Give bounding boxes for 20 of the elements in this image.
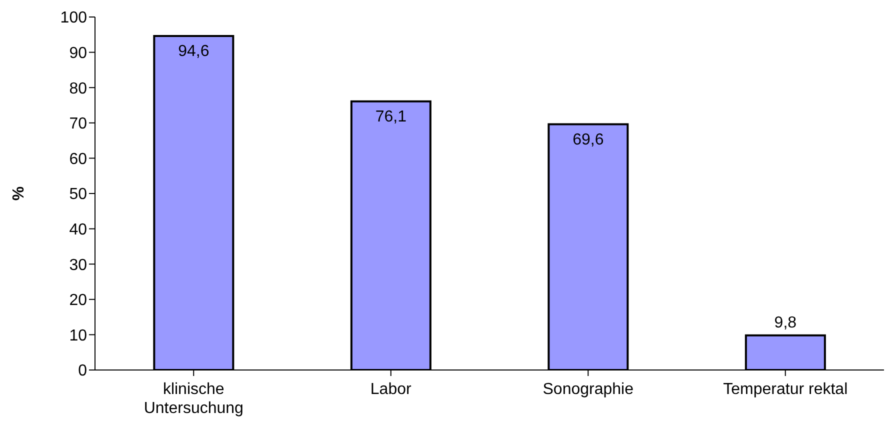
data-label: 69,6 <box>572 131 604 148</box>
y-tick-label: 30 <box>69 256 88 274</box>
y-tick-label: 20 <box>69 292 88 310</box>
y-tick-label: 90 <box>69 44 88 62</box>
y-tick-label: 10 <box>69 327 88 344</box>
x-tick-label: Labor <box>370 381 412 398</box>
y-tick-label: 80 <box>69 80 88 98</box>
y-tick-label: 0 <box>78 362 88 380</box>
data-label: 76,1 <box>375 108 407 126</box>
y-tick-label: 70 <box>69 116 88 133</box>
x-tick-label: klinische Untersuchung <box>144 381 244 417</box>
x-tick-label: Sonographie <box>542 381 634 398</box>
y-tick-label: 60 <box>69 150 88 168</box>
x-tick-label: Temperatur rektal <box>723 381 848 398</box>
data-label: 94,6 <box>178 43 210 60</box>
y-tick-label: 40 <box>69 221 88 238</box>
y-tick-label: 100 <box>60 10 88 27</box>
y-axis-title: % <box>10 186 28 201</box>
y-tick-label: 50 <box>69 186 88 204</box>
data-label: 9,8 <box>774 314 797 332</box>
